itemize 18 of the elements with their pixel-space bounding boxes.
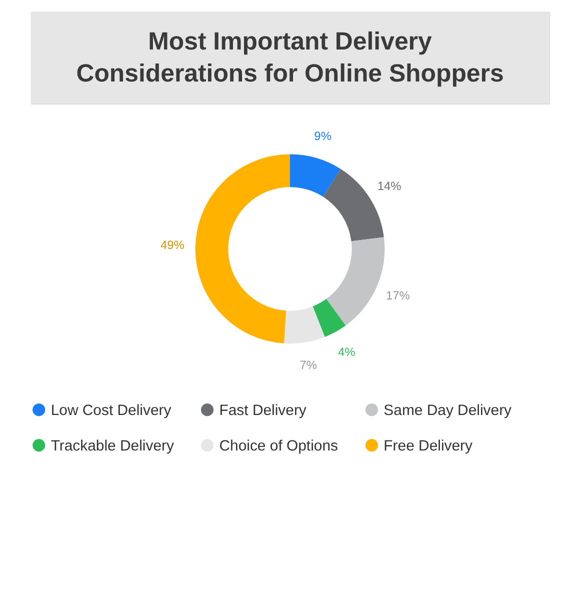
legend-label: Choice of Options — [219, 437, 338, 454]
data-label: 9% — [314, 129, 332, 144]
data-label: 7% — [300, 358, 318, 372]
data-label: 4% — [338, 344, 356, 359]
data-label: 49% — [160, 238, 185, 252]
data-label: 14% — [377, 178, 402, 193]
chart-title: Most Important Delivery Considerations for Online Shoppers — [76, 28, 504, 88]
donut-slice — [312, 298, 346, 337]
legend-label: Free Delivery — [384, 437, 474, 454]
data-label: 17% — [386, 288, 410, 303]
donut-slice — [290, 154, 341, 197]
donut-slice — [195, 154, 290, 344]
donut-slice — [284, 306, 325, 344]
legend-label: Same Day Delivery — [384, 402, 512, 419]
donut-slice — [326, 237, 385, 326]
legend-label: Low Cost Delivery — [50, 402, 172, 419]
legend-label: Trackable Delivery — [50, 437, 174, 454]
legend-label: Fast Delivery — [219, 402, 307, 419]
